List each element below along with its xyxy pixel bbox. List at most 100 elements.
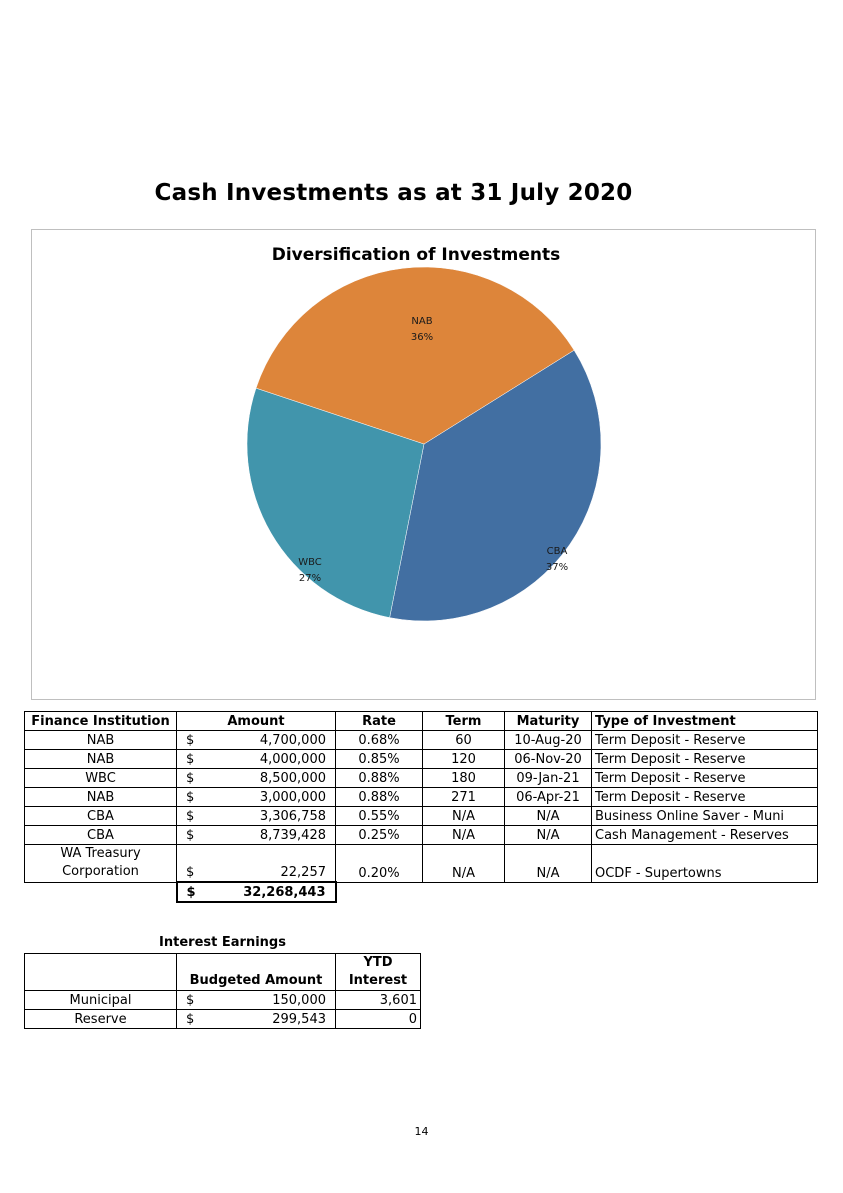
maturity-cell: N/A [504,806,592,826]
institution-cell: NAB [24,787,177,807]
currency-symbol: $ [186,770,195,786]
currency-symbol: $ [186,992,195,1008]
institution-line: WA Treasury [60,846,141,862]
type-cell: Business Online Saver - Muni [591,806,818,826]
total-amount: 32,268,443 [243,884,326,900]
pie-slices [246,266,602,622]
header-finance-institution: Finance Institution [24,711,177,731]
interest-header-row: Budgeted Amount YTD Interest [24,953,421,991]
term-cell: N/A [422,806,505,826]
interest-earnings-table: Budgeted Amount YTD Interest Municipal $1… [24,953,421,1029]
type-cell: Cash Management - Reserves [591,825,818,845]
currency-symbol: $ [186,865,195,880]
interest-earnings-title: Interest Earnings [159,935,286,950]
table-row: CBA $3,306,758 0.55% N/A N/A Business Online … [24,806,818,826]
rate-cell: 0.85% [335,749,423,769]
type-cell: Term Deposit - Reserve [591,768,818,788]
budgeted-value: 299,543 [272,1011,326,1027]
slice-percent-nab: 36% [411,332,433,343]
table-row: NAB $4,000,000 0.85% 120 06-Nov-20 Term Depos… [24,749,818,769]
maturity-cell: N/A [504,844,592,883]
page-number: 14 [414,1125,429,1138]
term-cell: 180 [422,768,505,788]
investments-header-row: Finance Institution Amount Rate Term Mat… [24,711,818,731]
institution-cell: CBA [24,806,177,826]
currency-symbol: $ [186,808,195,824]
slice-label-nab: NAB [411,316,432,327]
budgeted-value: 150,000 [272,992,326,1008]
slice-label-cba: CBA [547,546,568,557]
rate-cell: 0.55% [335,806,423,826]
header-type-of-investment: Type of Investment [591,711,818,731]
maturity-cell: 09-Jan-21 [504,768,592,788]
type-cell: Term Deposit - Reserve [591,787,818,807]
maturity-cell: N/A [504,825,592,845]
amount-cell: $ 22,257 [176,844,336,883]
total-amount-cell: $ 32,268,443 [175,881,337,903]
table-row: Reserve $299,543 0 [24,1009,421,1029]
budgeted-cell: $299,543 [176,1009,336,1029]
term-cell: N/A [422,844,505,883]
table-row: NAB $3,000,000 0.88% 271 06-Apr-21 Term Depos… [24,787,818,807]
page-title: Cash Investments as at 31 July 2020 [154,180,633,206]
currency-symbol: $ [186,789,195,805]
institution-cell: NAB [24,730,177,750]
amount-cell: $3,000,000 [176,787,336,807]
budgeted-cell: $150,000 [176,990,336,1010]
amount-cell: $8,500,000 [176,768,336,788]
institution-cell: WA Treasury Corporation [24,844,177,883]
total-row: $ 32,268,443 [25,881,818,903]
institution-cell: WBC [24,768,177,788]
amount-cell: $4,000,000 [176,749,336,769]
pie-labels: NAB 36% CBA 37% WBC 27% [298,316,568,584]
header-amount: Amount [176,711,336,731]
table-row: NAB $4,700,000 0.68% 60 10-Aug-20 Term Deposi… [24,730,818,750]
amount-value: 4,700,000 [259,732,326,748]
pie-chart: Diversification of Investments NAB 36% CBA… [31,229,816,700]
type-cell: Term Deposit - Reserve [591,749,818,769]
rate-cell: 0.20% [335,844,423,883]
table-row: WBC $8,500,000 0.88% 180 09-Jan-21 Term Depos… [24,768,818,788]
header-budgeted-amount: Budgeted Amount [176,953,336,991]
maturity-cell: 06-Apr-21 [504,787,592,807]
ytd-interest-cell: 0 [335,1009,421,1029]
amount-value: 8,739,428 [259,827,326,843]
amount-cell: $8,739,428 [176,825,336,845]
ytd-interest-cell: 3,601 [335,990,421,1010]
amount-value: 4,000,000 [259,751,326,767]
table-row: CBA $8,739,428 0.25% N/A N/A Cash Management … [24,825,818,845]
rate-cell: 0.68% [335,730,423,750]
pie-chart-svg: Diversification of Investments NAB 36% CBA… [246,245,602,622]
maturity-cell: 06-Nov-20 [504,749,592,769]
maturity-cell: 10-Aug-20 [504,730,592,750]
term-cell: 120 [422,749,505,769]
currency-symbol: $ [186,884,196,900]
amount-value: 8,500,000 [259,770,326,786]
institution-cell: NAB [24,749,177,769]
type-cell: OCDF - Supertowns [591,844,818,883]
pie-slice-cba [389,349,602,622]
table-row: Municipal $150,000 3,601 [24,990,421,1010]
currency-symbol: $ [186,732,195,748]
row-label: Municipal [24,990,177,1010]
row-label: Reserve [24,1009,177,1029]
header-maturity: Maturity [504,711,592,731]
term-cell: 271 [422,787,505,807]
amount-value: 22,257 [280,865,327,880]
slice-label-wbc: WBC [298,557,322,568]
pie-slice-wbc [246,387,425,618]
amount-value: 3,306,758 [259,808,326,824]
amount-cell: $3,306,758 [176,806,336,826]
institution-cell: CBA [24,825,177,845]
currency-symbol: $ [186,1011,195,1027]
rate-cell: 0.25% [335,825,423,845]
chart-title: Diversification of Investments [272,245,561,265]
type-cell: Term Deposit - Reserve [591,730,818,750]
amount-cell: $4,700,000 [176,730,336,750]
investments-table: Finance Institution Amount Rate Term Mat… [24,711,818,903]
header-rate: Rate [335,711,423,731]
currency-symbol: $ [186,827,195,843]
table-row: WA Treasury Corporation $ 22,257 0.20% N… [24,844,818,883]
slice-percent-wbc: 27% [299,573,321,584]
term-cell: 60 [422,730,505,750]
